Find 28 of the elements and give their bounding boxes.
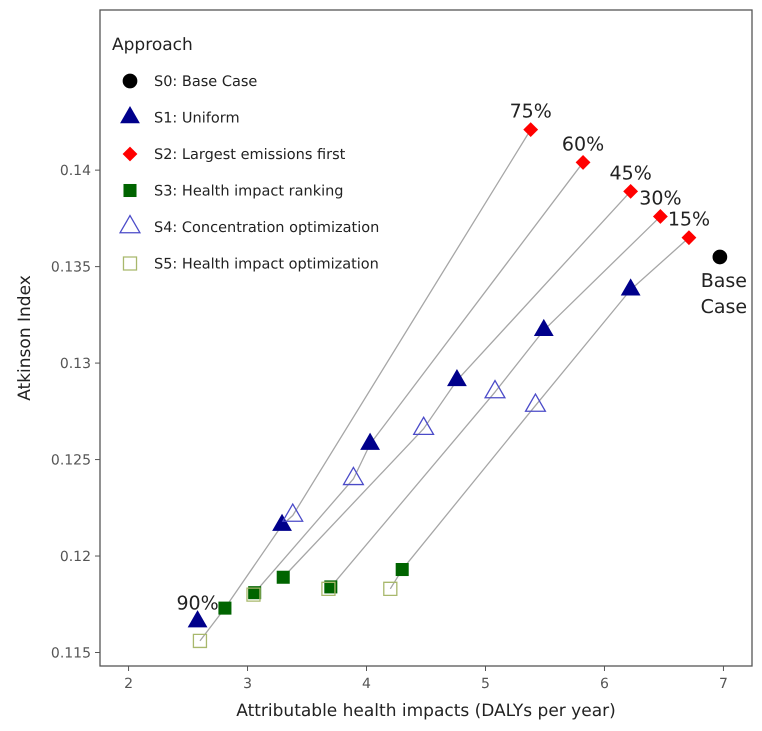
x-tick-label: 4	[362, 676, 372, 692]
x-tick-label: 2	[124, 676, 134, 692]
legend-label: S3: Health impact ranking	[154, 184, 344, 200]
legend-label: S0: Base Case	[154, 74, 258, 90]
legend-label: S1: Uniform	[154, 110, 240, 126]
annotation: Base Case	[700, 270, 748, 318]
annotation: 30%	[639, 187, 682, 210]
y-tick-label: 0.135	[50, 260, 91, 276]
annotation: 60%	[562, 133, 604, 156]
annotation: 75%	[510, 100, 552, 123]
legend-label: S2: Largest emissions first	[154, 147, 346, 163]
x-axis-title: Attributable health impacts (DALYs per year)	[236, 701, 616, 721]
y-tick-label: 0.14	[60, 163, 92, 180]
legend-label: S4: Concentration optimization	[154, 220, 380, 236]
x-tick-label: 5	[481, 676, 490, 692]
y-tick-label: 0.115	[50, 645, 91, 662]
legend-label: S5: Health impact optimization	[154, 256, 379, 272]
legend-title: Approach	[112, 35, 193, 55]
y-tick-label: 0.12	[60, 549, 91, 566]
y-axis-title: Atkinson Index	[15, 275, 35, 401]
annotation: 45%	[610, 162, 652, 184]
x-tick-label: 3	[243, 676, 252, 692]
x-tick-label: 7	[718, 676, 728, 692]
y-tick-label: 0.13	[60, 356, 91, 372]
x-tick-label: 6	[600, 676, 610, 692]
y-tick-label: 0.125	[50, 452, 91, 469]
annotation: 90%	[176, 592, 219, 615]
annotation: 15%	[668, 208, 710, 231]
